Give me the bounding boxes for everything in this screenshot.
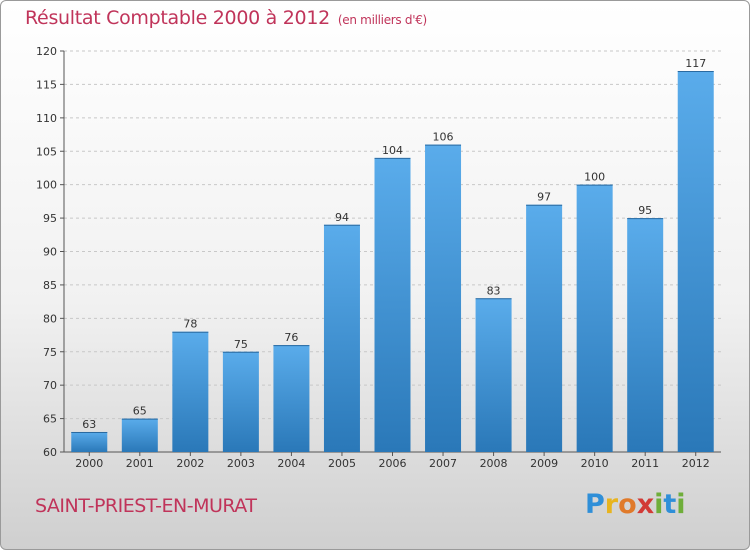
- x-tick-label: 2004: [277, 457, 305, 470]
- x-tick-label: 2007: [429, 457, 457, 470]
- y-tick-label: 60: [43, 446, 57, 459]
- x-tick-label: 2003: [227, 457, 255, 470]
- chart-title: Résultat Comptable 2000 à 2012 (en millie…: [25, 7, 427, 29]
- data-label: 63: [82, 418, 96, 431]
- data-label: 100: [584, 171, 605, 184]
- bar: [222, 351, 259, 452]
- y-tick-label: 110: [36, 112, 57, 125]
- bar: [627, 218, 664, 452]
- data-label: 76: [284, 331, 298, 344]
- y-tick-label: 95: [43, 212, 57, 225]
- bar: [677, 71, 714, 453]
- town-name: SAINT-PRIEST-EN-MURAT: [35, 495, 257, 517]
- y-tick-label: 75: [43, 346, 57, 359]
- x-tick-label: 2010: [581, 457, 609, 470]
- y-tick-label: 65: [43, 413, 57, 426]
- data-label: 65: [133, 405, 147, 418]
- logo-letter: r: [604, 489, 619, 520]
- y-tick-label: 85: [43, 279, 57, 292]
- data-label: 95: [638, 204, 652, 217]
- y-tick-label: 100: [36, 179, 57, 192]
- logo-letter: P: [585, 489, 605, 520]
- data-label: 94: [335, 211, 349, 224]
- bar: [475, 298, 512, 452]
- y-tick-label: 90: [43, 246, 57, 259]
- x-tick-label: 2011: [631, 457, 659, 470]
- data-label: 78: [183, 318, 197, 331]
- y-tick-label: 80: [43, 312, 57, 325]
- logo-letter: o: [618, 489, 637, 520]
- y-tick-label: 120: [36, 45, 57, 58]
- bar: [172, 331, 209, 452]
- logo-letter: t: [663, 489, 677, 520]
- x-tick-label: 2002: [176, 457, 204, 470]
- logo-letter: x: [636, 489, 655, 520]
- bar: [374, 157, 411, 452]
- logo-letter: i: [676, 489, 686, 520]
- logo-letter: i: [654, 489, 664, 520]
- data-label: 104: [382, 144, 403, 157]
- y-tick-label: 70: [43, 379, 57, 392]
- bar: [323, 224, 360, 452]
- data-label: 83: [487, 284, 501, 297]
- y-tick-label: 115: [36, 78, 57, 91]
- x-tick-label: 2009: [530, 457, 558, 470]
- data-label: 75: [234, 338, 248, 351]
- data-label: 117: [685, 57, 706, 70]
- bar: [425, 144, 462, 453]
- x-tick-label: 2005: [328, 457, 356, 470]
- x-tick-label: 2008: [480, 457, 508, 470]
- x-tick-label: 2000: [75, 457, 103, 470]
- x-tick-label: 2001: [126, 457, 154, 470]
- data-label: 97: [537, 191, 551, 204]
- y-tick-label: 105: [36, 145, 57, 158]
- bar: [71, 431, 108, 452]
- chart-unit: (en milliers d'€): [337, 13, 427, 27]
- data-label: 106: [433, 131, 454, 144]
- chart-title-text: Résultat Comptable 2000 à 2012: [25, 7, 330, 29]
- bar: [121, 418, 158, 452]
- x-tick-label: 2012: [682, 457, 710, 470]
- bar: [526, 204, 563, 452]
- proxiti-logo: Proxiti: [585, 489, 686, 520]
- bar: [273, 345, 310, 452]
- bar: [576, 184, 613, 452]
- x-tick-label: 2006: [379, 457, 407, 470]
